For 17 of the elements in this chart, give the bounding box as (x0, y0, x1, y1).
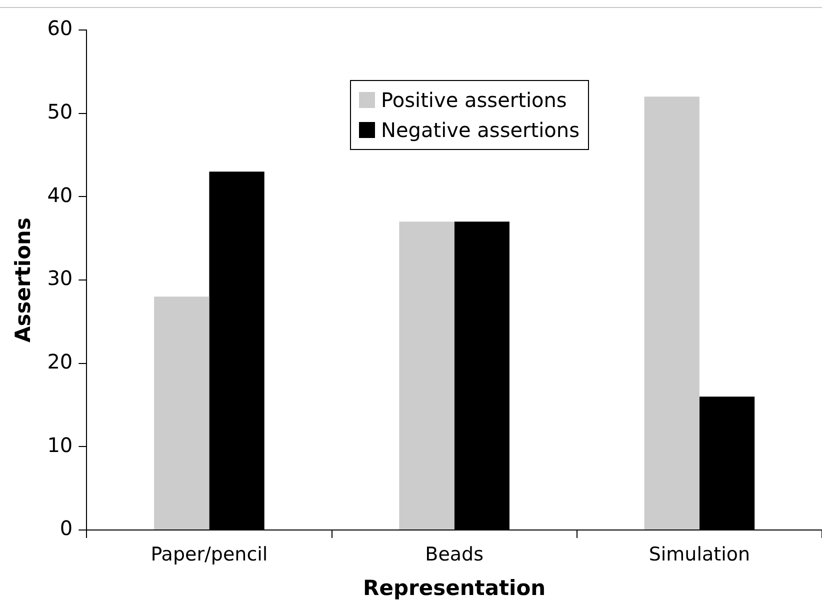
y-axis-title: Assertions (11, 218, 36, 342)
x-tick-label: Beads (425, 543, 484, 566)
y-tick-label: 60 (47, 16, 73, 40)
y-tick-label: 50 (47, 100, 73, 124)
y-tick-label: 10 (47, 432, 73, 457)
x-axis-title: Representation (363, 576, 546, 600)
y-tick-label: 30 (47, 266, 73, 290)
y-tick-label: 40 (47, 182, 73, 207)
y-tick-label: 0 (60, 516, 73, 540)
legend-label: Positive assertions (381, 87, 567, 114)
legend-label: Negative assertions (381, 117, 580, 144)
x-tick-label: Paper/pencil (150, 543, 268, 566)
y-tick-label: 20 (47, 350, 73, 374)
bar (644, 96, 700, 530)
bar (154, 296, 210, 530)
x-tick-label: Simulation (648, 543, 750, 566)
bar (399, 222, 454, 530)
